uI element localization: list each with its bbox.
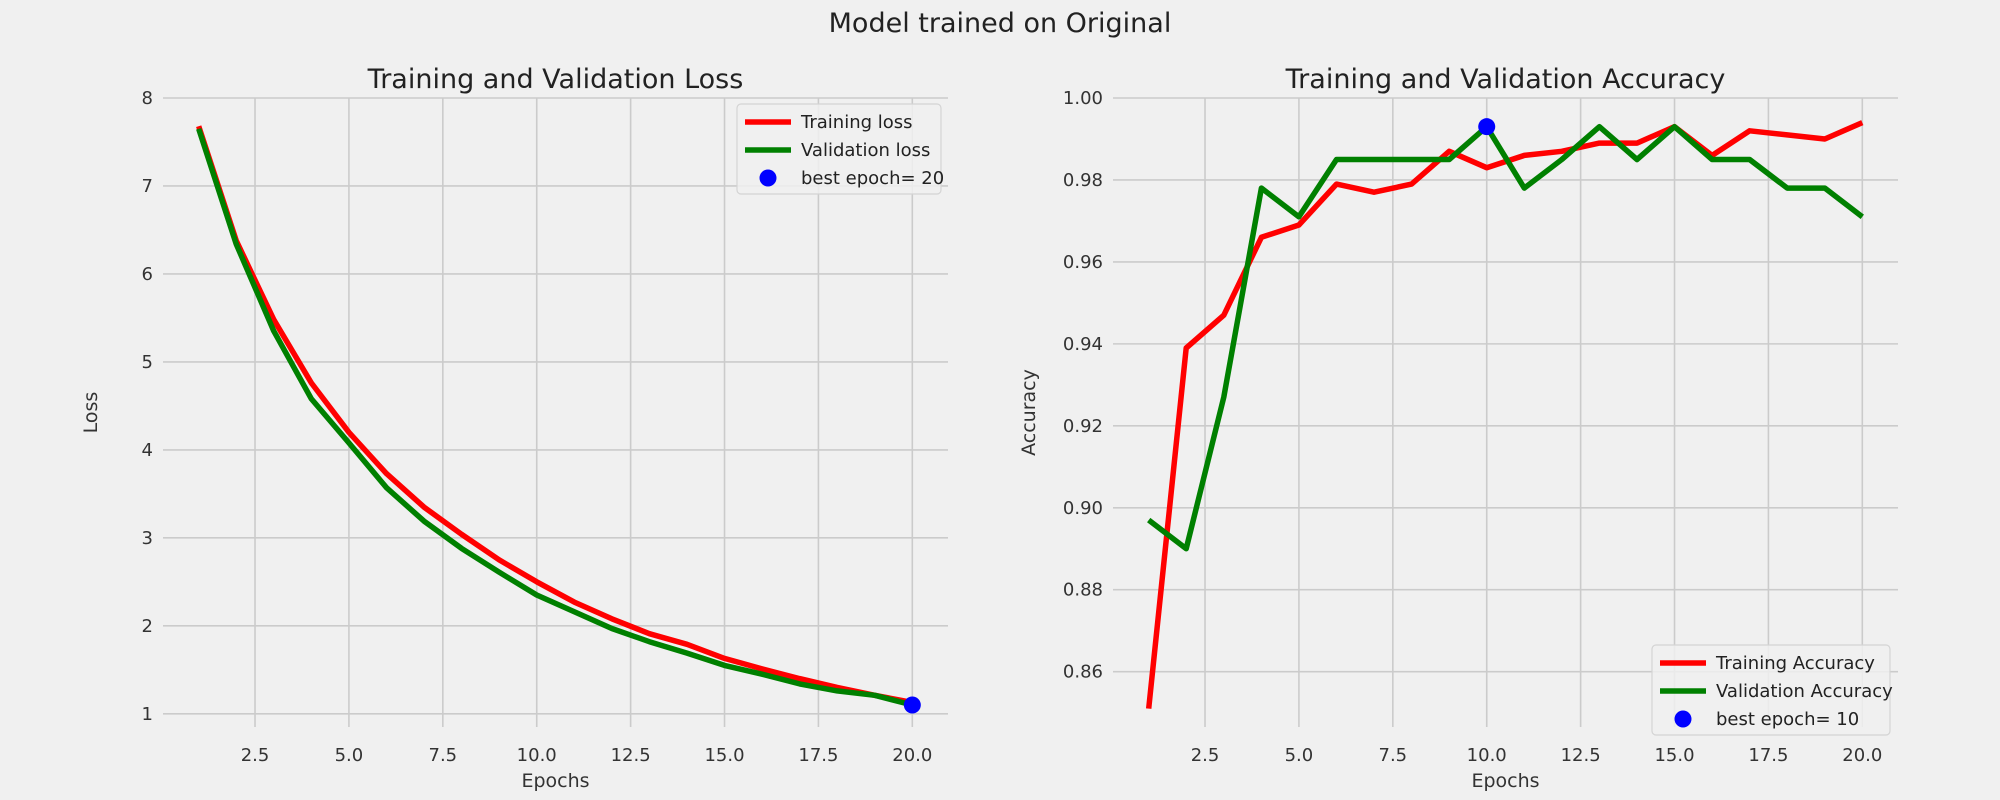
legend-label: Validation loss — [801, 140, 930, 161]
y-axis-label: Loss — [80, 392, 102, 434]
x-tick-label: 17.5 — [798, 745, 838, 766]
y-tick-label: 2 — [142, 616, 153, 637]
y-tick-label: 6 — [142, 264, 153, 285]
figure-title: Model trained on Original — [828, 8, 1172, 39]
y-tick-label: 8 — [142, 88, 153, 109]
legend-label: best epoch= 20 — [801, 168, 944, 189]
chart-title: Training and Validation Loss — [367, 64, 744, 95]
y-tick-label: 1 — [142, 704, 153, 725]
x-axis-label: Epochs — [521, 770, 589, 792]
y-tick-label: 4 — [142, 440, 153, 461]
x-tick-label: 2.5 — [241, 745, 270, 766]
legend-box — [736, 103, 942, 195]
x-tick-label: 20.0 — [892, 745, 932, 766]
legend-marker-swatch — [759, 169, 777, 187]
training-loss-line — [196, 125, 913, 706]
y-tick-label: 3 — [142, 528, 153, 549]
x-tick-label: 12.5 — [611, 745, 651, 766]
legend-label: Training loss — [800, 112, 913, 133]
x-tick-label: 5.0 — [335, 745, 364, 766]
y-tick-label: 7 — [142, 176, 153, 197]
best-epoch-marker — [903, 696, 921, 714]
x-tick-label: 15.0 — [704, 745, 744, 766]
x-tick-label: 7.5 — [429, 745, 458, 766]
y-tick-label: 5 — [142, 352, 153, 373]
validation-loss-line — [196, 127, 913, 708]
x-tick-label: 10.0 — [517, 745, 557, 766]
